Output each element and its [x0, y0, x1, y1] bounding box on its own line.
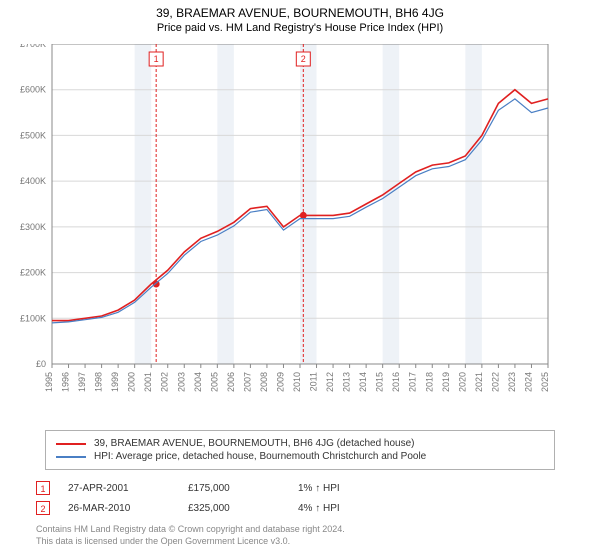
svg-text:2007: 2007 [242, 372, 252, 392]
svg-text:2023: 2023 [507, 372, 517, 392]
legend: 39, BRAEMAR AVENUE, BOURNEMOUTH, BH6 4JG… [45, 430, 555, 470]
legend-swatch [56, 443, 86, 445]
legend-label: 39, BRAEMAR AVENUE, BOURNEMOUTH, BH6 4JG… [94, 438, 414, 449]
svg-text:2002: 2002 [160, 372, 170, 392]
svg-text:2005: 2005 [209, 372, 219, 392]
footer-line: This data is licensed under the Open Gov… [36, 536, 345, 548]
svg-text:£600K: £600K [20, 85, 46, 95]
event-date: 26-MAR-2010 [68, 503, 188, 514]
svg-text:2024: 2024 [523, 372, 533, 392]
svg-text:2003: 2003 [176, 372, 186, 392]
svg-text:2012: 2012 [325, 372, 335, 392]
svg-text:£300K: £300K [20, 222, 46, 232]
svg-text:£400K: £400K [20, 176, 46, 186]
chart-title-subtitle: Price paid vs. HM Land Registry's House … [0, 22, 600, 34]
svg-text:2018: 2018 [424, 372, 434, 392]
svg-text:2022: 2022 [490, 372, 500, 392]
svg-text:2025: 2025 [540, 372, 550, 392]
svg-text:£700K: £700K [20, 44, 46, 49]
title-block: 39, BRAEMAR AVENUE, BOURNEMOUTH, BH6 4JG… [0, 0, 600, 34]
event-table: 1 27-APR-2001 £175,000 1% ↑ HPI 2 26-MAR… [36, 478, 566, 518]
svg-text:2019: 2019 [441, 372, 451, 392]
svg-text:£100K: £100K [20, 313, 46, 323]
svg-text:2006: 2006 [226, 372, 236, 392]
legend-item: 39, BRAEMAR AVENUE, BOURNEMOUTH, BH6 4JG… [56, 437, 544, 450]
svg-text:2016: 2016 [391, 372, 401, 392]
svg-text:1: 1 [154, 54, 159, 64]
svg-text:2008: 2008 [259, 372, 269, 392]
root: 39, BRAEMAR AVENUE, BOURNEMOUTH, BH6 4JG… [0, 0, 600, 560]
svg-text:2009: 2009 [275, 372, 285, 392]
svg-text:1998: 1998 [94, 372, 104, 392]
event-pct: 1% ↑ HPI [298, 483, 388, 494]
svg-text:2000: 2000 [127, 372, 137, 392]
svg-text:1999: 1999 [110, 372, 120, 392]
svg-text:2: 2 [301, 54, 306, 64]
svg-text:1996: 1996 [61, 372, 71, 392]
svg-text:2015: 2015 [375, 372, 385, 392]
legend-item: HPI: Average price, detached house, Bour… [56, 450, 544, 463]
event-row: 2 26-MAR-2010 £325,000 4% ↑ HPI [36, 498, 566, 518]
svg-text:£200K: £200K [20, 268, 46, 278]
event-pct: 4% ↑ HPI [298, 503, 388, 514]
legend-label: HPI: Average price, detached house, Bour… [94, 451, 426, 462]
svg-text:2013: 2013 [342, 372, 352, 392]
event-row: 1 27-APR-2001 £175,000 1% ↑ HPI [36, 478, 566, 498]
svg-text:2020: 2020 [457, 372, 467, 392]
chart-area: £0 £100K £200K £300K £400K £500K £600K £700K 199… [8, 44, 592, 404]
event-marker-box: 2 [36, 501, 50, 515]
event-marker-box: 1 [36, 481, 50, 495]
legend-swatch [56, 456, 86, 458]
svg-text:2001: 2001 [143, 372, 153, 392]
svg-text:2017: 2017 [408, 372, 418, 392]
svg-text:2010: 2010 [292, 372, 302, 392]
svg-text:1995: 1995 [44, 372, 54, 392]
event-price: £175,000 [188, 483, 298, 494]
svg-text:£500K: £500K [20, 130, 46, 140]
chart-title-address: 39, BRAEMAR AVENUE, BOURNEMOUTH, BH6 4JG [0, 6, 600, 20]
footer: Contains HM Land Registry data © Crown c… [36, 524, 345, 547]
svg-text:£0: £0 [36, 359, 46, 369]
line-chart: £0 £100K £200K £300K £400K £500K £600K £700K 199… [8, 44, 552, 404]
svg-text:2021: 2021 [474, 372, 484, 392]
svg-text:1997: 1997 [77, 372, 87, 392]
svg-text:2011: 2011 [309, 372, 319, 391]
event-date: 27-APR-2001 [68, 483, 188, 494]
footer-line: Contains HM Land Registry data © Crown c… [36, 524, 345, 536]
event-price: £325,000 [188, 503, 298, 514]
svg-text:2014: 2014 [358, 372, 368, 392]
svg-text:2004: 2004 [193, 372, 203, 392]
